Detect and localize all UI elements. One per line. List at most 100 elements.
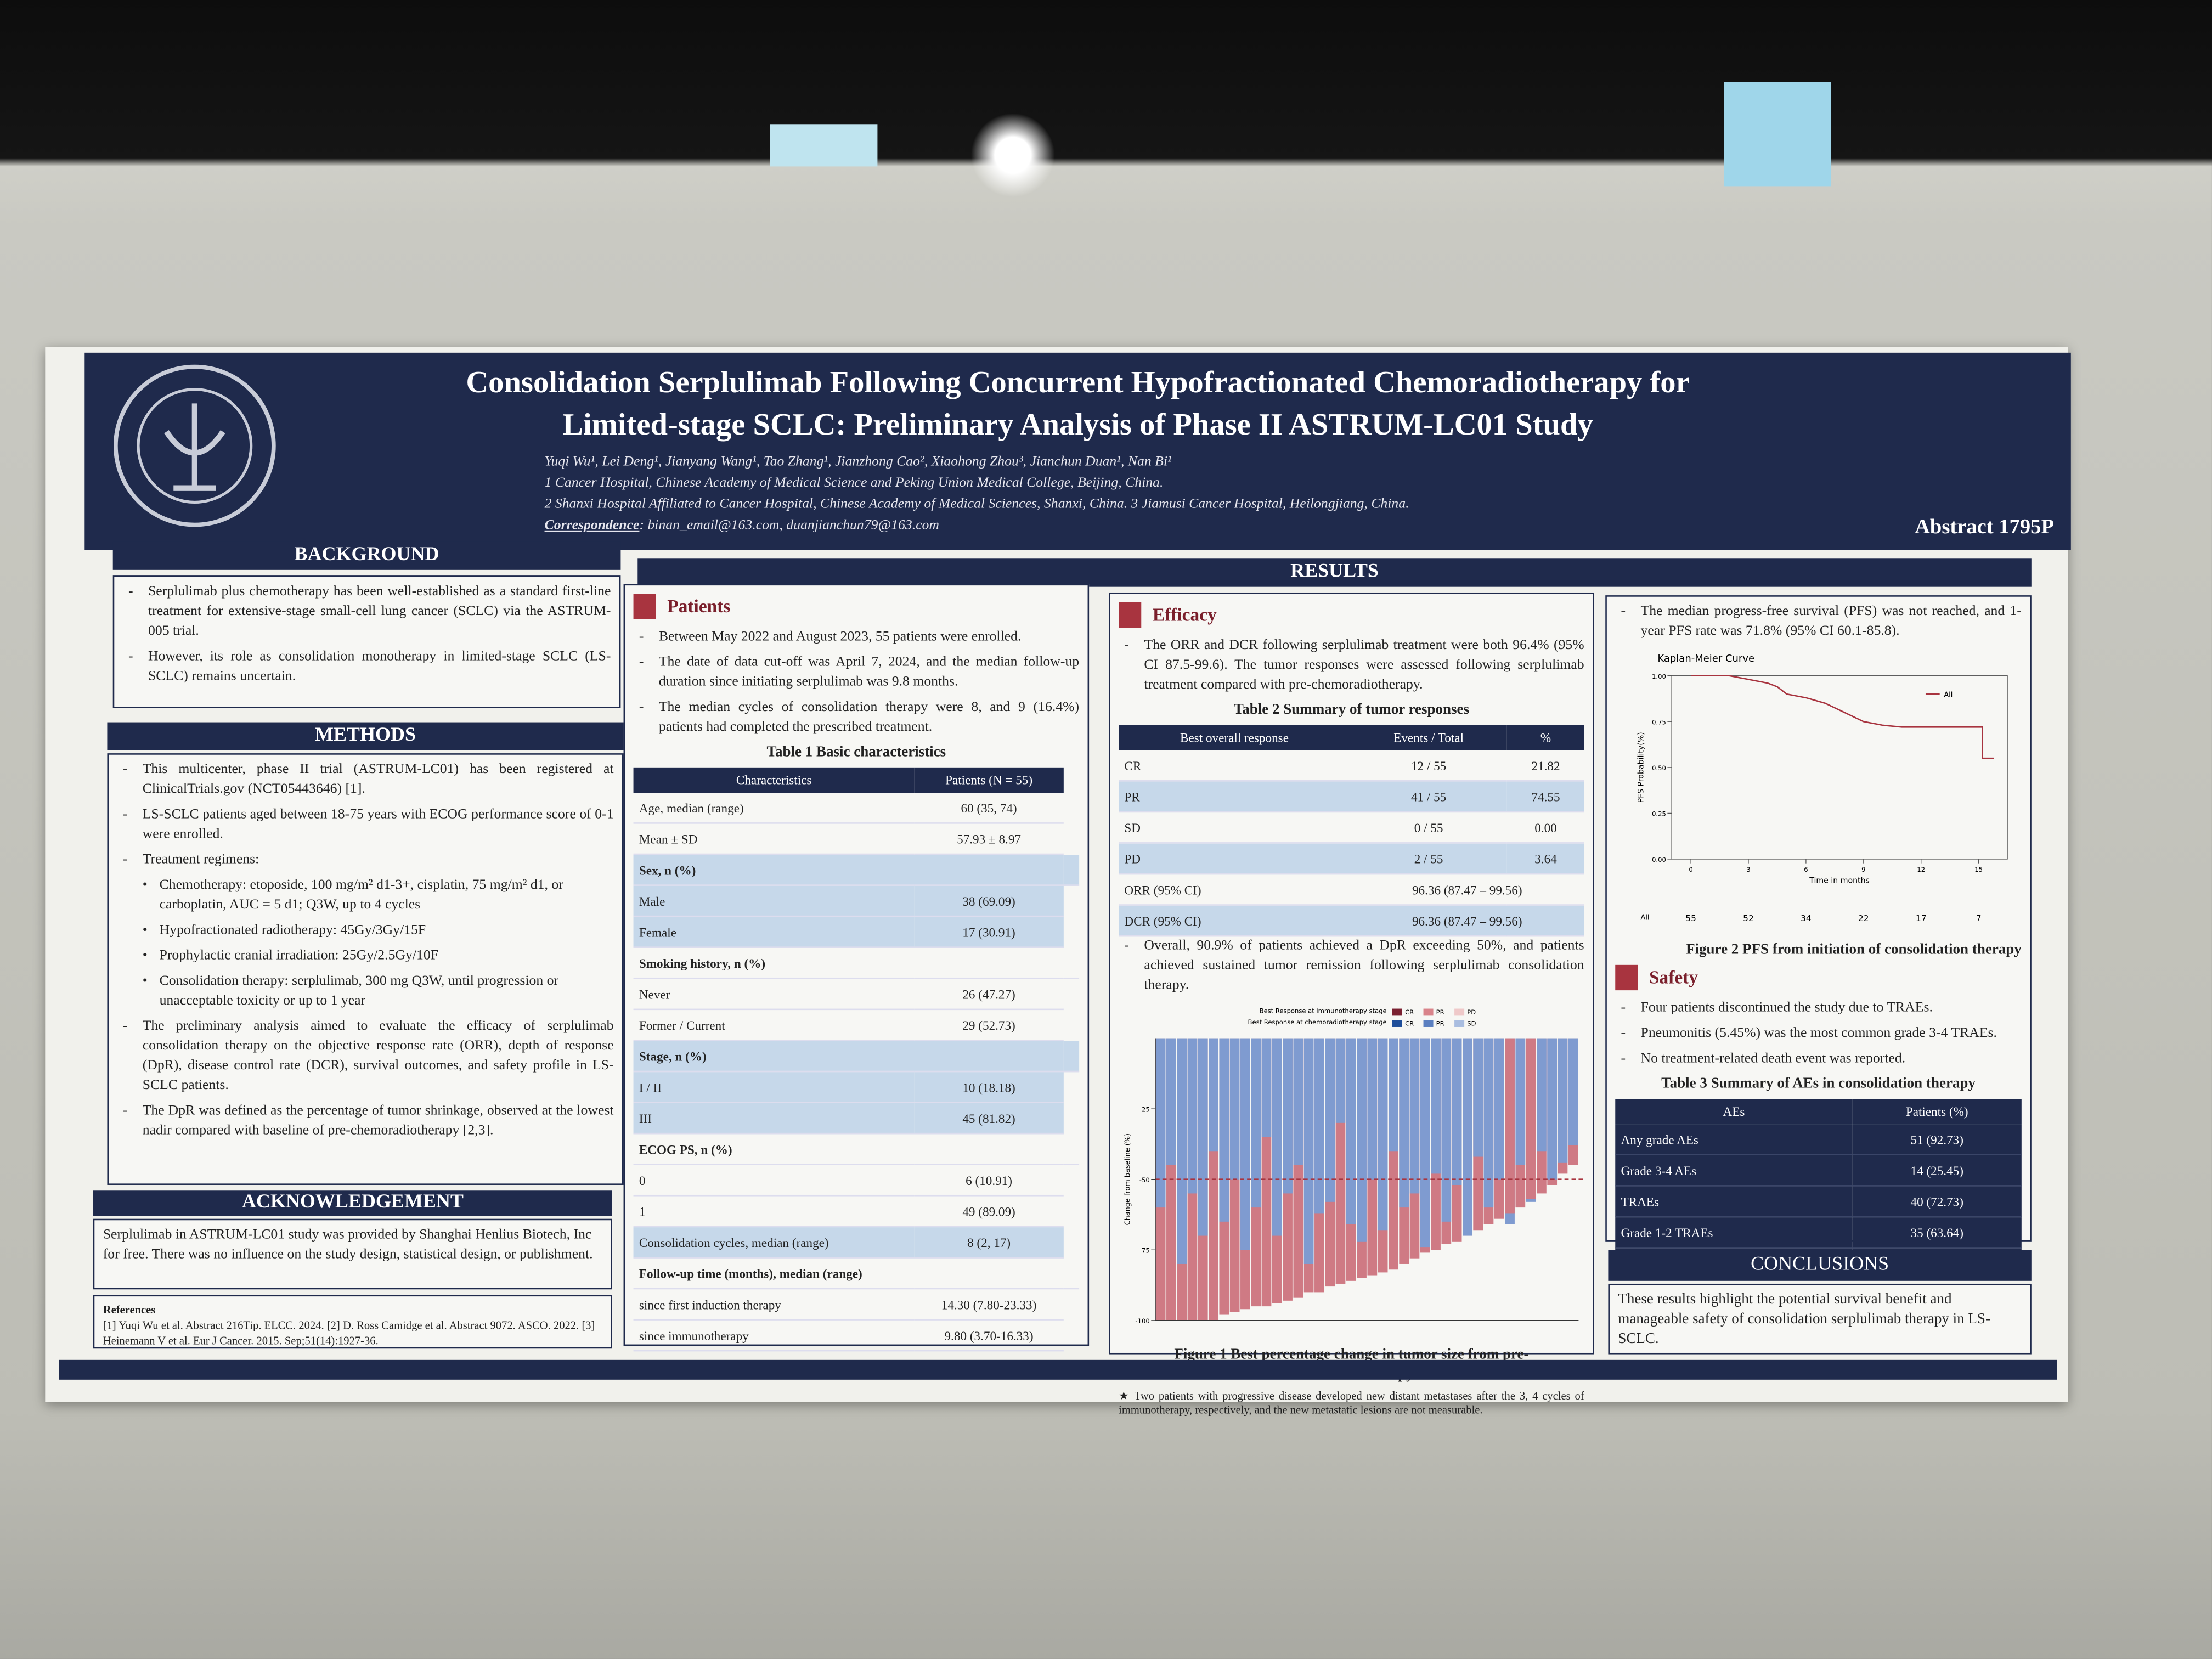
table-cell: 17 (30.91) bbox=[914, 916, 1064, 948]
y-tick-label: 0.50 bbox=[1652, 764, 1666, 772]
table-cell: 74.55 bbox=[1507, 781, 1584, 813]
table-cell: 57.93 ± 8.97 bbox=[914, 823, 1064, 855]
references-text: [1] Yuqi Wu et al. Abstract 216Tip. ELCC… bbox=[103, 1319, 595, 1347]
heading-marker bbox=[1615, 964, 1638, 991]
y-axis-label: PFS Probability(%) bbox=[1637, 732, 1646, 803]
list-item: Treatment regimens: bbox=[117, 851, 613, 871]
bar bbox=[1568, 1038, 1578, 1146]
x-tick-label: 12 bbox=[1917, 866, 1925, 873]
table-cell: Former / Current bbox=[633, 1009, 915, 1041]
table-cell: Male bbox=[633, 885, 915, 917]
legend-label: PR bbox=[1436, 1019, 1444, 1027]
list-item: The date of data cut-off was April 7, 20… bbox=[634, 653, 1079, 693]
table-cell bbox=[1063, 1257, 1080, 1290]
table-cell bbox=[1063, 854, 1080, 886]
heading-marker bbox=[1119, 602, 1142, 628]
table-row: CR 12 / 55 21.82 bbox=[1119, 750, 1584, 782]
subsection-title: Efficacy bbox=[1152, 603, 1217, 625]
table-row: since immunotherapy 9.80 (3.70-16.33) bbox=[633, 1319, 1080, 1352]
table-caption: Table 1 Basic characteristics bbox=[766, 744, 946, 760]
table-cell: PR bbox=[1119, 781, 1350, 813]
table-header: Characteristics Patients (N = 55) bbox=[633, 767, 1080, 793]
table-cell: Grade 1-2 TRAEs bbox=[1615, 1216, 1853, 1249]
table-cell: 12 / 55 bbox=[1350, 750, 1508, 782]
table-cell: 0 / 55 bbox=[1350, 811, 1508, 844]
legend-label: PR bbox=[1436, 1008, 1444, 1016]
background-box: Serplulimab plus chemotherapy has been w… bbox=[112, 575, 621, 708]
header-cell: Characteristics bbox=[633, 767, 915, 793]
table-row: Grade 3-4 AEs 14 (25.45) bbox=[1615, 1154, 2022, 1187]
bar bbox=[1209, 1038, 1218, 1152]
bar bbox=[1399, 1038, 1409, 1208]
list-item: Overall, 90.9% of patients achieved a Dp… bbox=[1119, 936, 1584, 996]
list-item: The median progress-free survival (PFS) … bbox=[1615, 602, 2022, 642]
section-heading: ACKNOWLEDGEMENT bbox=[93, 1190, 612, 1216]
table-row: Age, median (range) 60 (35, 74) bbox=[633, 793, 1080, 824]
references-heading: References bbox=[103, 1303, 156, 1317]
table-cell: III bbox=[633, 1102, 915, 1135]
table-cell: 1 bbox=[633, 1195, 915, 1228]
table-row: DCR (95% CI) 96.36 (87.47 – 99.56) bbox=[1119, 905, 1584, 937]
y-tick-label: -100 bbox=[1135, 1317, 1149, 1325]
affiliation: 1 Cancer Hospital, Chinese Academy of Me… bbox=[544, 475, 1164, 491]
poster: Consolidation Serplulimab Following Conc… bbox=[45, 347, 2071, 1417]
x-tick-label: 0 bbox=[1689, 866, 1692, 873]
list-item: This multicenter, phase II trial (ASTRUM… bbox=[117, 760, 614, 800]
y-tick-label: 0.75 bbox=[1652, 718, 1666, 726]
risk-label: All bbox=[1641, 914, 1650, 922]
table-cell: Mean ± SD bbox=[633, 823, 915, 855]
bar bbox=[1155, 1038, 1166, 1208]
y-tick-label: 1.00 bbox=[1652, 673, 1666, 680]
list-item: Between May 2022 and August 2023, 55 pat… bbox=[634, 628, 1080, 647]
bar bbox=[1515, 1038, 1526, 1165]
subsection-title: Patients bbox=[667, 595, 731, 617]
bar bbox=[1293, 1038, 1304, 1165]
table-row: Any grade AEs 51 (92.73) bbox=[1615, 1124, 2022, 1155]
bar bbox=[1483, 1038, 1494, 1208]
legend-swatch bbox=[1454, 1008, 1465, 1016]
subsection-title: Safety bbox=[1649, 966, 1699, 988]
header-cell: AEs bbox=[1615, 1099, 1853, 1125]
table-cell: DCR (95% CI) bbox=[1119, 905, 1350, 937]
list-item: Consolidation therapy: serplulimab, 300 … bbox=[117, 972, 613, 1012]
y-axis-label: Change from baseline (%) bbox=[1124, 1133, 1132, 1225]
bar bbox=[1272, 1038, 1282, 1236]
bar bbox=[1229, 1038, 1240, 1180]
heading-marker bbox=[633, 594, 656, 619]
figure-caption: Figure 2 PFS from initiation of consolid… bbox=[1686, 942, 2022, 958]
table-cell: Female bbox=[633, 916, 915, 948]
methods-box: This multicenter, phase II trial (ASTRUM… bbox=[107, 753, 624, 1185]
table-cell: 51 (92.73) bbox=[1852, 1124, 2022, 1155]
table-row: ECOG PS, n (%) bbox=[633, 1133, 1080, 1165]
conclusions-text: These results highlight the potential su… bbox=[1608, 1283, 2032, 1355]
affiliation: 2 Shanxi Hospital Affiliated to Cancer H… bbox=[544, 496, 1409, 512]
list-item: Chemotherapy: etoposide, 100 mg/m² d1-3+… bbox=[117, 876, 613, 916]
plot-frame bbox=[1671, 675, 2008, 860]
risk-count: 7 bbox=[1976, 913, 1982, 923]
section-heading: METHODS bbox=[107, 722, 624, 751]
y-tick-label: -50 bbox=[1139, 1176, 1150, 1184]
table-cell: ECOG PS, n (%) bbox=[633, 1133, 1064, 1165]
title: Consolidation Serplulimab Following Conc… bbox=[466, 364, 1690, 399]
legend-swatch bbox=[1392, 1020, 1402, 1027]
table-cell bbox=[1063, 1040, 1080, 1073]
bar bbox=[1166, 1038, 1176, 1165]
table-cell: 38 (69.09) bbox=[914, 885, 1064, 917]
table-cell: 14 (25.45) bbox=[1852, 1154, 2022, 1187]
table-cell: 41 / 55 bbox=[1350, 781, 1508, 813]
table-cell: Stage, n (%) bbox=[633, 1040, 1064, 1073]
table-row: Mean ± SD 57.93 ± 8.97 bbox=[633, 823, 1080, 855]
table-row: PD 2 / 55 3.64 bbox=[1119, 843, 1584, 875]
legend-swatch bbox=[1392, 1008, 1402, 1016]
bar bbox=[1420, 1038, 1430, 1248]
header-cell: Patients (N = 55) bbox=[914, 767, 1064, 793]
bar bbox=[1463, 1038, 1472, 1236]
table-cell: 26 (47.27) bbox=[914, 978, 1064, 1011]
legend-label: CR bbox=[1405, 1008, 1414, 1016]
table-cell: 96.36 (87.47 – 99.56) bbox=[1350, 873, 1584, 906]
bar bbox=[1314, 1038, 1324, 1214]
legend-group: Best Response at immunotherapy stage bbox=[1260, 1007, 1387, 1014]
table: Best overall response Events / Total% CR 12… bbox=[1119, 725, 1584, 937]
